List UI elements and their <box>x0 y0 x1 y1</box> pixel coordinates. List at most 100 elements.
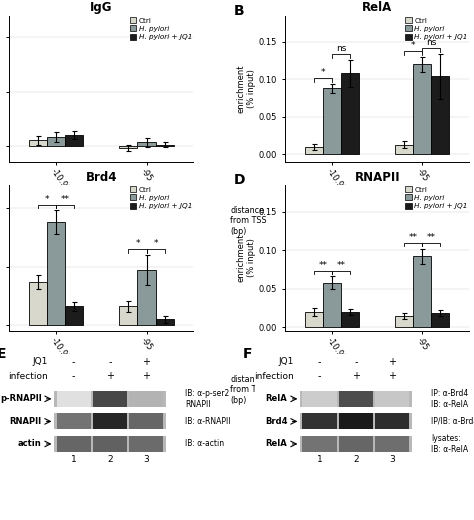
Bar <box>29 140 47 146</box>
Text: +: + <box>388 371 396 381</box>
Text: +: + <box>388 357 396 367</box>
Text: -: - <box>318 371 321 381</box>
Text: IP: α-Brd4
IB: α-RelA: IP: α-Brd4 IB: α-RelA <box>431 389 468 409</box>
Bar <box>375 413 410 430</box>
Bar <box>431 314 449 327</box>
Text: D: D <box>234 173 246 187</box>
Bar <box>47 137 65 146</box>
Text: *: * <box>45 195 50 204</box>
Bar <box>413 64 431 154</box>
Text: +: + <box>106 371 114 381</box>
Bar <box>155 319 173 325</box>
Text: RelA: RelA <box>266 439 288 448</box>
Text: infection: infection <box>8 372 48 381</box>
Text: 3: 3 <box>144 455 149 464</box>
Bar <box>119 306 137 325</box>
Text: RNAPII: RNAPII <box>9 417 42 426</box>
Bar <box>56 391 91 407</box>
Bar <box>93 436 127 452</box>
Title: Brd4: Brd4 <box>86 171 117 184</box>
Text: ns: ns <box>336 44 346 54</box>
Bar <box>129 391 164 407</box>
Text: **: ** <box>409 233 418 242</box>
Text: IB: α-p-ser2
RNAPII: IB: α-p-ser2 RNAPII <box>185 389 229 409</box>
Text: JQ1: JQ1 <box>279 357 294 366</box>
Text: **: ** <box>61 195 70 204</box>
Bar <box>137 142 155 146</box>
Bar <box>302 391 337 407</box>
Bar <box>341 73 359 154</box>
Text: 3: 3 <box>390 455 395 464</box>
Bar <box>65 135 83 146</box>
Bar <box>339 436 373 452</box>
Bar <box>119 146 137 148</box>
Bar <box>305 312 323 327</box>
Text: -: - <box>72 371 75 381</box>
Bar <box>301 436 411 452</box>
Bar <box>55 413 165 430</box>
Legend: Ctrl, H. pylori, H. pylori + JQ1: Ctrl, H. pylori, H. pylori + JQ1 <box>129 17 192 40</box>
Text: *: * <box>135 239 140 249</box>
Bar <box>93 413 127 430</box>
Text: **: ** <box>337 261 346 270</box>
Text: 1: 1 <box>71 455 76 464</box>
Text: +: + <box>142 357 150 367</box>
Bar <box>375 436 410 452</box>
Bar <box>302 436 337 452</box>
Text: +: + <box>142 371 150 381</box>
Bar <box>341 312 359 327</box>
Bar <box>413 256 431 327</box>
Bar <box>65 306 83 325</box>
Text: JQ1: JQ1 <box>33 357 48 366</box>
Text: *: * <box>411 41 416 50</box>
Bar <box>301 413 411 430</box>
Bar <box>137 270 155 325</box>
Text: E: E <box>0 347 6 361</box>
Bar <box>93 391 127 407</box>
Title: IgG: IgG <box>90 2 113 15</box>
Text: +: + <box>352 371 360 381</box>
Legend: Ctrl, H. pylori, H. pylori + JQ1: Ctrl, H. pylori, H. pylori + JQ1 <box>129 186 192 209</box>
Text: -: - <box>318 357 321 367</box>
Text: RelA: RelA <box>266 394 288 404</box>
Bar <box>155 145 173 146</box>
Text: distance
from TSS
(bp): distance from TSS (bp) <box>230 375 267 405</box>
Bar <box>56 413 91 430</box>
Bar <box>29 282 47 325</box>
Text: 2: 2 <box>107 455 113 464</box>
Text: -: - <box>108 357 112 367</box>
Text: Brd4: Brd4 <box>265 417 288 426</box>
Text: 1: 1 <box>317 455 322 464</box>
Text: *: * <box>321 68 326 77</box>
Text: F: F <box>243 347 252 361</box>
Text: infection: infection <box>254 372 294 381</box>
Bar <box>55 391 165 407</box>
Bar <box>395 316 413 327</box>
Text: distance
from TSS
(bp): distance from TSS (bp) <box>230 206 267 236</box>
Text: IP/IB: α-Brd4: IP/IB: α-Brd4 <box>431 417 474 426</box>
Bar <box>323 282 341 327</box>
Title: RelA: RelA <box>362 2 392 15</box>
Bar <box>55 436 165 452</box>
Text: IB: α-RNAPII: IB: α-RNAPII <box>185 417 230 426</box>
Text: IB: α-actin: IB: α-actin <box>185 439 224 448</box>
Text: -: - <box>72 357 75 367</box>
Text: 2: 2 <box>353 455 359 464</box>
Bar <box>56 436 91 452</box>
Bar <box>395 145 413 154</box>
Legend: Ctrl, H. pylori, H. pylori + JQ1: Ctrl, H. pylori, H. pylori + JQ1 <box>405 186 468 209</box>
Y-axis label: enrichment
(% input): enrichment (% input) <box>237 233 256 282</box>
Bar <box>431 76 449 154</box>
Legend: Ctrl, H. pylori, H. pylori + JQ1: Ctrl, H. pylori, H. pylori + JQ1 <box>405 17 468 40</box>
Text: B: B <box>234 4 245 18</box>
Text: **: ** <box>319 261 328 270</box>
Text: -: - <box>354 357 358 367</box>
Bar <box>301 391 411 407</box>
Bar <box>323 88 341 154</box>
Text: **: ** <box>427 233 436 242</box>
Text: ns: ns <box>426 38 437 47</box>
Text: *: * <box>153 239 158 249</box>
Bar <box>47 222 65 325</box>
Bar <box>129 413 164 430</box>
Y-axis label: enrichment
(% input): enrichment (% input) <box>237 64 256 113</box>
